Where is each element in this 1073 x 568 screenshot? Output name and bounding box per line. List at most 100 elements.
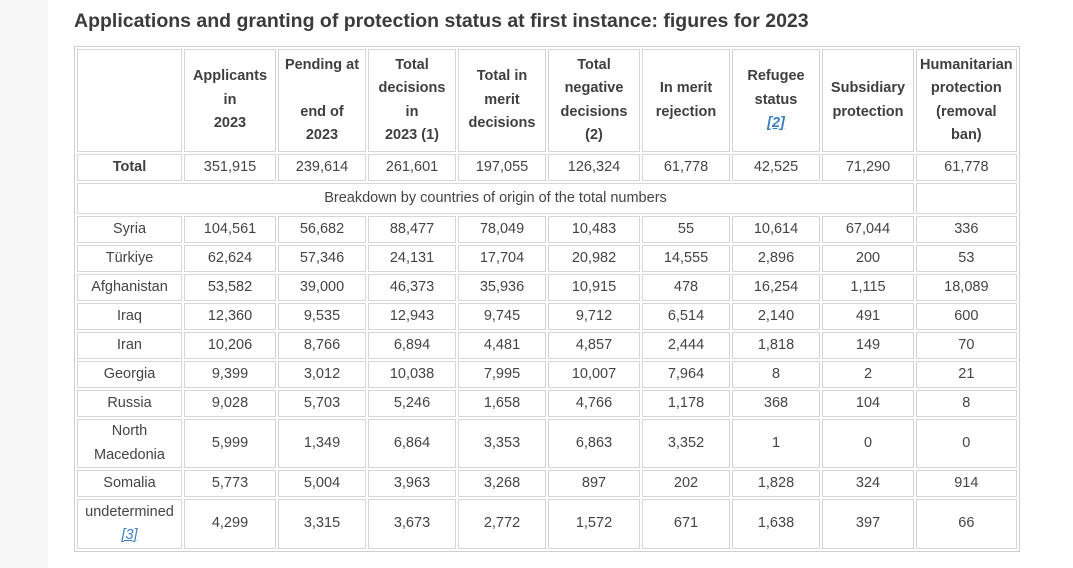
cell: 4,481 (458, 332, 546, 359)
header-total-decisions: Total decisions in 2023 (1) (368, 49, 456, 152)
cell: 66 (916, 499, 1017, 549)
cell: 9,028 (184, 390, 276, 417)
country-name: Iraq (77, 303, 182, 330)
cell: 4,857 (548, 332, 640, 359)
header-country (77, 49, 182, 152)
cell: 21 (916, 361, 1017, 388)
cell: 671 (642, 499, 730, 549)
cell: 20,982 (548, 245, 640, 272)
cell: 1,572 (548, 499, 640, 549)
cell: 4,766 (548, 390, 640, 417)
footnote-link-2[interactable]: [2] (767, 115, 785, 132)
cell: 61,778 (916, 154, 1017, 181)
cell: 9,712 (548, 303, 640, 330)
cell: 1,658 (458, 390, 546, 417)
table-row: Georgia 9,399 3,012 10,038 7,995 10,007 7,964 8… (77, 361, 1017, 388)
cell: 10,614 (732, 216, 820, 243)
cell: 914 (916, 470, 1017, 497)
cell: 3,315 (278, 499, 366, 549)
cell: 1,349 (278, 419, 366, 468)
cell: 3,963 (368, 470, 456, 497)
cell: 6,894 (368, 332, 456, 359)
cell: 53,582 (184, 274, 276, 301)
cell: 368 (732, 390, 820, 417)
cell: 7,995 (458, 361, 546, 388)
cell: 4,299 (184, 499, 276, 549)
table-row-undetermined: undetermined [3] 4,299 3,315 3,673 2,772 1,572… (77, 499, 1017, 549)
cell: 14,555 (642, 245, 730, 272)
cell: 10,007 (548, 361, 640, 388)
cell: 8 (916, 390, 1017, 417)
footnote-link-3[interactable]: [3] (121, 527, 138, 543)
cell: 67,044 (822, 216, 914, 243)
cell: 239,614 (278, 154, 366, 181)
cell: 600 (916, 303, 1017, 330)
cell: 478 (642, 274, 730, 301)
cell: 9,745 (458, 303, 546, 330)
header-applicants: Applicants in 2023 (184, 49, 276, 152)
cell: 6,864 (368, 419, 456, 468)
cell: 5,246 (368, 390, 456, 417)
country-name: Somalia (77, 470, 182, 497)
cell: 336 (916, 216, 1017, 243)
cell: 1 (732, 419, 820, 468)
cell: 1,178 (642, 390, 730, 417)
cell: 5,773 (184, 470, 276, 497)
cell: 12,360 (184, 303, 276, 330)
page-title: Applications and granting of protection … (74, 10, 809, 32)
cell: 1,115 (822, 274, 914, 301)
table-row: Russia 9,028 5,703 5,246 1,658 4,766 1,178 368 1… (77, 390, 1017, 417)
cell: 61,778 (642, 154, 730, 181)
header-merit-rejection: In merit rejection (642, 49, 730, 152)
header-pending: Pending at end of 2023 (278, 49, 366, 152)
header-subsidiary: Subsidiary protection (822, 49, 914, 152)
cell: 104 (822, 390, 914, 417)
cell: 88,477 (368, 216, 456, 243)
header-negative-decisions: Total negative decisions (2) (548, 49, 640, 152)
cell: 1,818 (732, 332, 820, 359)
cell: 78,049 (458, 216, 546, 243)
cell: 2,140 (732, 303, 820, 330)
cell: 397 (822, 499, 914, 549)
cell: 3,352 (642, 419, 730, 468)
cell: 2,772 (458, 499, 546, 549)
cell: 57,346 (278, 245, 366, 272)
table-row: Iraq 12,360 9,535 12,943 9,745 9,712 6,514 2,14… (77, 303, 1017, 330)
cell: 10,915 (548, 274, 640, 301)
table-row: Somalia 5,773 5,004 3,963 3,268 897 202 1,828 32… (77, 470, 1017, 497)
cell: 39,000 (278, 274, 366, 301)
cell: 10,206 (184, 332, 276, 359)
breakdown-label: Breakdown by countries of origin of the … (77, 183, 914, 214)
country-name: undetermined [3] (77, 499, 182, 549)
cell: 3,353 (458, 419, 546, 468)
cell: 56,682 (278, 216, 366, 243)
cell: 149 (822, 332, 914, 359)
cell: 200 (822, 245, 914, 272)
cell: 202 (642, 470, 730, 497)
cell: 104,561 (184, 216, 276, 243)
cell: 24,131 (368, 245, 456, 272)
cell: 261,601 (368, 154, 456, 181)
cell: 62,624 (184, 245, 276, 272)
blank-cell (916, 183, 1017, 214)
cell: 6,514 (642, 303, 730, 330)
cell: 8,766 (278, 332, 366, 359)
cell: 18,089 (916, 274, 1017, 301)
country-name: Syria (77, 216, 182, 243)
total-row: Total 351,915 239,614 261,601 197,055 12… (77, 154, 1017, 181)
cell: 2,444 (642, 332, 730, 359)
cell: 2 (822, 361, 914, 388)
cell: 897 (548, 470, 640, 497)
cell: 71,290 (822, 154, 914, 181)
cell: 46,373 (368, 274, 456, 301)
country-name: Türkiye (77, 245, 182, 272)
cell: 8 (732, 361, 820, 388)
header-refugee-status: Refugee status [2] (732, 49, 820, 152)
cell: 9,535 (278, 303, 366, 330)
breakdown-row: Breakdown by countries of origin of the … (77, 183, 1017, 214)
table-row: Türkiye 62,624 57,346 24,131 17,704 20,982 14,… (77, 245, 1017, 272)
cell: 197,055 (458, 154, 546, 181)
cell: 324 (822, 470, 914, 497)
country-name: North Macedonia (77, 419, 182, 468)
cell: 0 (916, 419, 1017, 468)
